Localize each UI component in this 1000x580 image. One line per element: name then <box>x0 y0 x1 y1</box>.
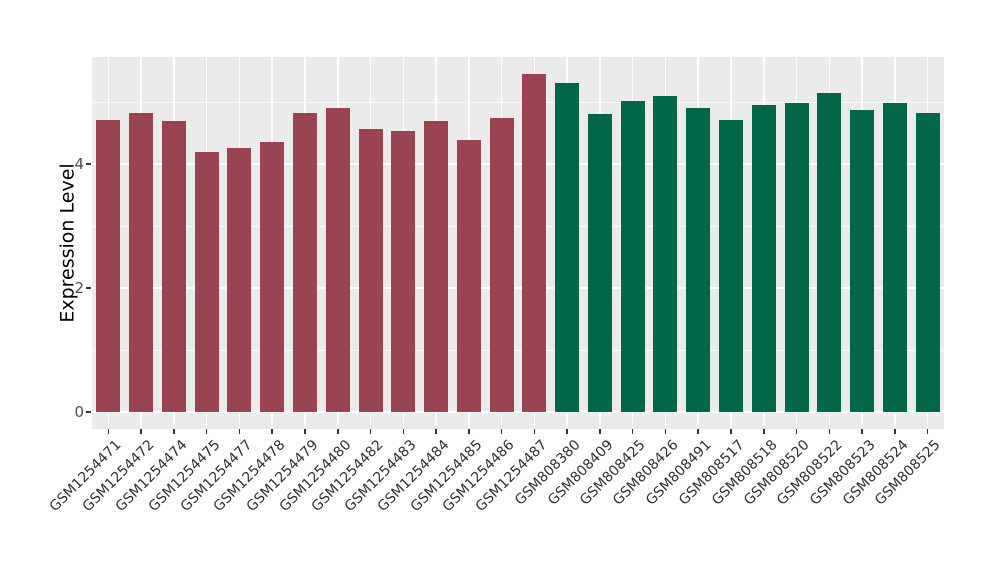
bar-GSM808525 <box>915 113 940 412</box>
x-tick <box>566 429 568 434</box>
y-tick-label: 0 <box>74 403 84 421</box>
bar-GSM808491 <box>686 108 711 412</box>
y-tick-label: 4 <box>74 155 84 173</box>
y-tick-label: 2 <box>74 279 84 297</box>
gridline-major-y0 <box>92 411 944 413</box>
x-tick <box>402 429 405 434</box>
x-tick <box>795 429 798 434</box>
y-tick <box>86 287 91 289</box>
x-tick <box>730 429 732 434</box>
x-tick <box>697 429 699 434</box>
x-tick <box>238 429 241 434</box>
bar-GSM1254486 <box>489 117 514 412</box>
bar-GSM808517 <box>719 119 743 412</box>
bar-GSM808524 <box>882 103 907 412</box>
y-axis-title-text: Expression Level <box>57 163 79 323</box>
bar-GSM1254472 <box>129 112 154 412</box>
bar-GSM1254485 <box>456 139 481 412</box>
x-tick <box>205 429 208 434</box>
bar-GSM808518 <box>751 105 776 412</box>
bar-GSM1254475 <box>194 152 219 412</box>
x-tick <box>107 429 110 434</box>
gridline-minor-y5 <box>92 101 944 103</box>
bar-GSM1254477 <box>227 147 252 412</box>
x-tick <box>599 429 601 434</box>
plot-panel <box>92 57 944 429</box>
bar-GSM1254479 <box>293 113 317 412</box>
bar-GSM1254482 <box>358 128 383 412</box>
x-tick <box>140 429 142 434</box>
bar-GSM1254474 <box>161 120 186 412</box>
bar-GSM1254480 <box>325 107 350 412</box>
x-tick <box>533 429 536 434</box>
x-tick <box>631 429 634 434</box>
x-tick <box>173 429 175 434</box>
x-tick <box>664 429 667 434</box>
gridline-major-y2 <box>92 287 944 289</box>
gridline-minor-y3 <box>92 225 944 227</box>
bar-GSM808409 <box>587 113 612 412</box>
bar-GSM808425 <box>620 101 645 412</box>
x-tick <box>304 429 306 434</box>
bar-GSM808380 <box>555 82 580 412</box>
y-tick <box>86 411 91 413</box>
x-tick <box>828 429 831 434</box>
x-tick <box>763 429 765 434</box>
x-tick <box>435 429 437 434</box>
bar-GSM808520 <box>784 103 809 412</box>
y-axis-title: Expression Level <box>46 57 90 429</box>
bar-GSM1254471 <box>96 119 121 412</box>
x-tick <box>369 429 372 434</box>
y-tick <box>86 163 91 165</box>
bar-GSM1254487 <box>522 74 547 412</box>
x-tick <box>337 429 339 434</box>
x-tick <box>894 429 896 434</box>
bar-GSM1254484 <box>424 120 449 412</box>
x-tick <box>500 429 503 434</box>
bar-GSM1254483 <box>391 131 416 412</box>
gridline-minor-y1 <box>92 349 944 351</box>
x-tick <box>271 429 273 434</box>
x-tick <box>926 429 929 434</box>
bar-GSM808523 <box>850 110 875 412</box>
bar-GSM808522 <box>817 92 842 412</box>
gridline-major-y4 <box>92 163 944 165</box>
bar-GSM808426 <box>653 95 678 412</box>
x-tick <box>861 429 863 434</box>
bar-GSM1254478 <box>260 142 285 412</box>
x-tick <box>468 429 470 434</box>
